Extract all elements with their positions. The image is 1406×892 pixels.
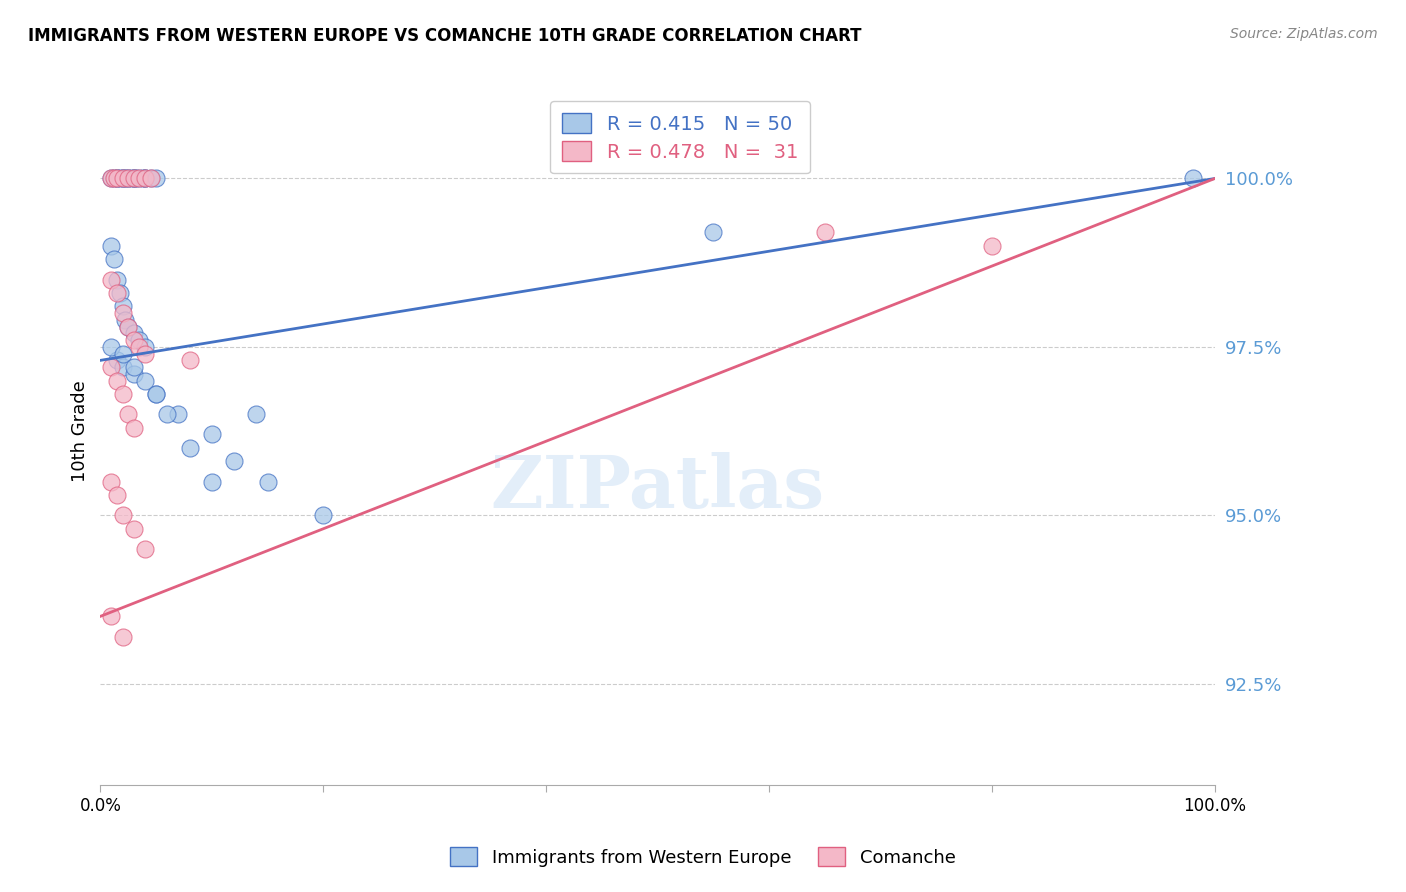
Y-axis label: 10th Grade: 10th Grade <box>72 380 89 482</box>
Point <box>105 488 128 502</box>
Text: IMMIGRANTS FROM WESTERN EUROPE VS COMANCHE 10TH GRADE CORRELATION CHART: IMMIGRANTS FROM WESTERN EUROPE VS COMANC… <box>28 27 862 45</box>
Point <box>100 272 122 286</box>
Point <box>105 171 128 186</box>
Point <box>100 171 122 186</box>
Point <box>100 475 122 489</box>
Point <box>134 541 156 556</box>
Point <box>122 522 145 536</box>
Point <box>100 239 122 253</box>
Point <box>128 171 150 186</box>
Point <box>128 333 150 347</box>
Point <box>134 340 156 354</box>
Point <box>100 609 122 624</box>
Point <box>256 475 278 489</box>
Point <box>111 508 134 523</box>
Point <box>134 374 156 388</box>
Text: ZIPatlas: ZIPatlas <box>491 452 825 524</box>
Point <box>814 226 837 240</box>
Point <box>111 171 134 186</box>
Point <box>114 171 136 186</box>
Point <box>105 272 128 286</box>
Point <box>121 171 143 186</box>
Point <box>139 171 162 186</box>
Point <box>117 171 139 186</box>
Point <box>122 171 145 186</box>
Point <box>201 427 224 442</box>
Point <box>145 387 167 401</box>
Point <box>122 421 145 435</box>
Point <box>105 171 128 186</box>
Point <box>100 360 122 375</box>
Point <box>131 171 153 186</box>
Point <box>122 333 145 347</box>
Legend: Immigrants from Western Europe, Comanche: Immigrants from Western Europe, Comanche <box>443 840 963 874</box>
Point <box>110 285 132 300</box>
Point <box>122 326 145 341</box>
Point <box>145 387 167 401</box>
Legend: R = 0.415   N = 50, R = 0.478   N =  31: R = 0.415 N = 50, R = 0.478 N = 31 <box>550 102 810 173</box>
Point <box>105 353 128 368</box>
Point <box>110 171 132 186</box>
Point <box>128 171 150 186</box>
Point <box>103 252 125 267</box>
Point <box>222 454 245 468</box>
Point <box>117 407 139 421</box>
Text: Source: ZipAtlas.com: Source: ZipAtlas.com <box>1230 27 1378 41</box>
Point <box>179 353 201 368</box>
Point <box>100 340 122 354</box>
Point <box>111 300 134 314</box>
Point <box>111 630 134 644</box>
Point <box>117 171 139 186</box>
Point <box>134 171 156 186</box>
Point <box>117 319 139 334</box>
Point <box>122 171 145 186</box>
Point <box>111 171 134 186</box>
Point <box>201 475 224 489</box>
Point <box>111 346 134 360</box>
Point <box>981 239 1004 253</box>
Point <box>105 285 128 300</box>
Point <box>312 508 335 523</box>
Point <box>111 306 134 320</box>
Point <box>122 171 145 186</box>
Point <box>103 171 125 186</box>
Point <box>167 407 190 421</box>
Point <box>111 171 134 186</box>
Point <box>122 367 145 381</box>
Point <box>702 226 724 240</box>
Point <box>128 340 150 354</box>
Point <box>111 360 134 375</box>
Point <box>111 387 134 401</box>
Point <box>134 171 156 186</box>
Point <box>179 441 201 455</box>
Point <box>117 171 139 186</box>
Point <box>105 171 128 186</box>
Point <box>156 407 179 421</box>
Point <box>105 374 128 388</box>
Point <box>134 171 156 186</box>
Point <box>125 171 148 186</box>
Point <box>114 313 136 327</box>
Point <box>134 346 156 360</box>
Point <box>145 171 167 186</box>
Point <box>117 319 139 334</box>
Point <box>1181 171 1204 186</box>
Point <box>122 360 145 375</box>
Point <box>100 171 122 186</box>
Point <box>103 171 125 186</box>
Point <box>245 407 267 421</box>
Point <box>139 171 162 186</box>
